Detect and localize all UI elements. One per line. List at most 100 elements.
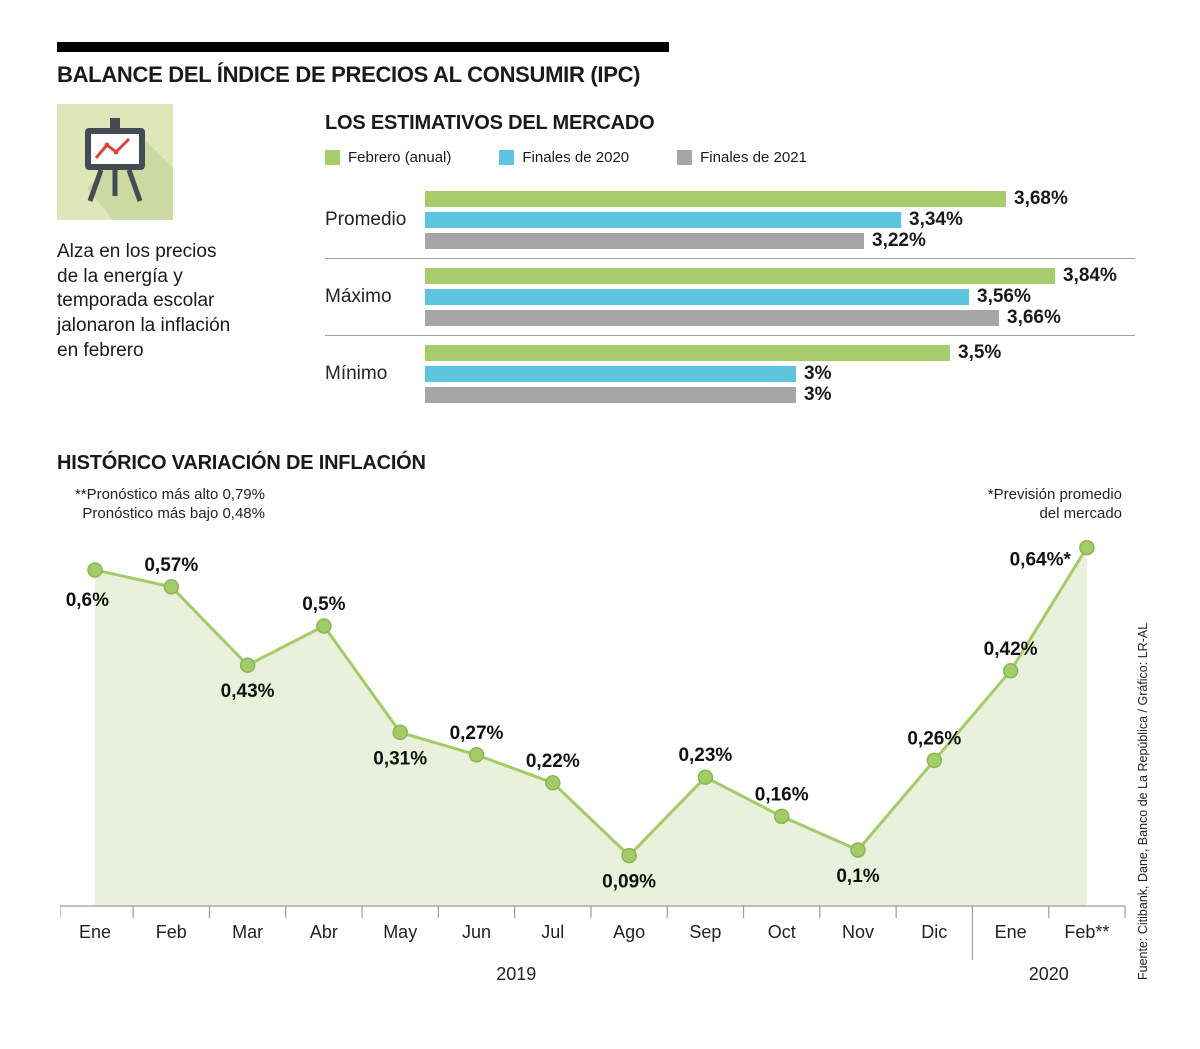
source-credit: Fuente: Citibank, Dane, Banco de La Repú… — [1136, 622, 1150, 980]
year-label: 2019 — [496, 964, 536, 984]
data-point — [468, 747, 485, 763]
bar-segment — [425, 289, 969, 305]
bar-row: 3,68% — [425, 188, 1135, 209]
legend-item-1: Febrero (anual) — [325, 149, 451, 166]
bar-value-label: 3,66% — [1007, 307, 1061, 328]
month-label: Ene — [79, 922, 111, 942]
page-title: BALANCE DEL ÍNDICE DE PRECIOS AL CONSUMI… — [57, 62, 641, 87]
bar-chart-title: LOS ESTIMATIVOS DEL MERCADO — [325, 112, 655, 134]
bar-row: 3,84% — [425, 265, 1135, 286]
bar-segment — [425, 233, 864, 249]
bar-row: 3,66% — [425, 307, 1135, 328]
point-value-label: 0,42% — [984, 639, 1038, 660]
data-point — [1079, 539, 1095, 556]
point-value-label: 0,16% — [755, 784, 809, 805]
data-point — [1002, 663, 1019, 679]
bar-rows: 3,5% 3% 3% — [425, 342, 1135, 405]
legend-item-2: Finales de 2020 — [499, 149, 629, 166]
bar-value-label: 3,22% — [872, 230, 926, 251]
legend-swatch-icon — [325, 150, 340, 165]
month-label: Mar — [232, 922, 263, 942]
forecast-range-note: **Pronóstico más alto 0,79% Pronóstico m… — [74, 486, 265, 522]
legend-label: Finales de 2020 — [522, 149, 630, 166]
point-value-label: 0,09% — [602, 872, 656, 893]
bar-row: 3% — [425, 363, 1135, 384]
bar-group-maximo: Máximo 3,84% 3,56% 3,66% — [325, 258, 1135, 335]
bar-value-label: 3% — [804, 363, 832, 384]
inflation-line-chart: 0,6% 0,57% 0,43% 0,5% 0,31% 0,27% 0,22% 0,09% 0,… — [60, 539, 1126, 984]
bar-row: 3% — [425, 384, 1135, 405]
point-value-label: 0,31% — [373, 748, 427, 769]
bar-segment — [425, 345, 950, 361]
presentation-chart-icon-svg — [57, 104, 173, 220]
bar-segment — [425, 366, 796, 382]
point-value-label: 0,27% — [450, 723, 504, 744]
bar-chart-legend: Febrero (anual) Finales de 2020 Finales de… — [325, 149, 1135, 166]
data-point — [545, 775, 561, 791]
data-point — [926, 752, 943, 769]
bar-rows: 3,68% 3,34% 3,22% — [425, 188, 1135, 251]
bar-row: 3,34% — [425, 209, 1135, 230]
data-point — [850, 842, 866, 858]
bar-value-label: 3,68% — [1014, 188, 1068, 209]
bar-group-label: Máximo — [325, 286, 392, 307]
data-point — [316, 618, 332, 634]
legend-swatch-icon — [677, 150, 693, 165]
presentation-chart-icon — [57, 104, 173, 220]
line-chart-title: HISTÓRICO VARIACIÓN DE INFLACIÓN — [57, 452, 426, 474]
bar-value-label: 3,84% — [1063, 265, 1117, 286]
line-series — [94, 546, 1089, 858]
bar-value-label: 3,56% — [977, 286, 1031, 307]
bar-rows: 3,84% 3,56% 3,66% — [425, 265, 1135, 328]
year-label: 2020 — [1029, 964, 1069, 984]
bar-group-label: Mínimo — [325, 363, 388, 384]
legend-label: Febrero (anual) — [348, 149, 452, 166]
data-point — [621, 847, 637, 864]
market-average-note: *Previsión promedio del mercado — [987, 486, 1122, 522]
bar-segment — [425, 310, 999, 326]
legend-swatch-icon — [499, 150, 515, 165]
data-point — [773, 808, 790, 825]
month-label: May — [383, 922, 417, 942]
month-label: Jun — [462, 922, 491, 942]
data-point — [392, 724, 408, 741]
month-label: Nov — [842, 922, 874, 942]
month-label: Sep — [689, 922, 721, 942]
bar-value-label: 3,5% — [958, 342, 1002, 363]
month-label: Ene — [995, 922, 1027, 942]
point-value-label: 0,6% — [66, 590, 109, 611]
data-point — [87, 562, 103, 578]
point-value-label: 0,5% — [302, 594, 345, 615]
month-label: Jul — [541, 922, 564, 942]
market-estimates-section: LOS ESTIMATIVOS DEL MERCADO Febrero (anu… — [325, 112, 1135, 412]
point-value-label: 0,26% — [907, 728, 961, 749]
month-label: Oct — [768, 922, 796, 942]
legend-item-3: Finales de 2021 — [677, 149, 807, 166]
point-value-label: 0,57% — [144, 555, 198, 576]
bar-segment — [425, 387, 796, 403]
month-label: Feb — [156, 922, 187, 942]
data-point — [163, 579, 180, 595]
point-value-label: 0,64%* — [1010, 550, 1072, 571]
point-value-label: 0,22% — [526, 751, 580, 772]
bar-value-label: 3,34% — [909, 209, 963, 230]
area-fill — [95, 547, 1087, 906]
bar-row: 3,22% — [425, 230, 1135, 251]
bar-value-label: 3% — [804, 384, 832, 405]
bar-segment — [425, 268, 1055, 284]
bar-group-promedio: Promedio 3,68% 3,34% 3,22% — [325, 182, 1135, 258]
bar-chart-groups: Promedio 3,68% 3,34% 3,22% Máximo 3,84% 3,56% 3… — [325, 182, 1135, 412]
point-value-label: 0,23% — [678, 745, 732, 766]
month-label: Dic — [921, 922, 947, 942]
bar-group-label: Promedio — [325, 209, 407, 230]
point-value-label: 0,43% — [221, 681, 275, 702]
legend-label: Finales de 2021 — [700, 149, 807, 166]
title-rule — [57, 42, 669, 52]
bar-segment — [425, 212, 901, 228]
bar-row: 3,56% — [425, 286, 1135, 307]
intro-text: Alza en los precios de la energía y temp… — [57, 241, 231, 361]
data-point — [697, 769, 714, 785]
bar-group-minimo: Mínimo 3,5% 3% 3% — [325, 335, 1135, 412]
point-value-label: 0,1% — [836, 866, 879, 887]
